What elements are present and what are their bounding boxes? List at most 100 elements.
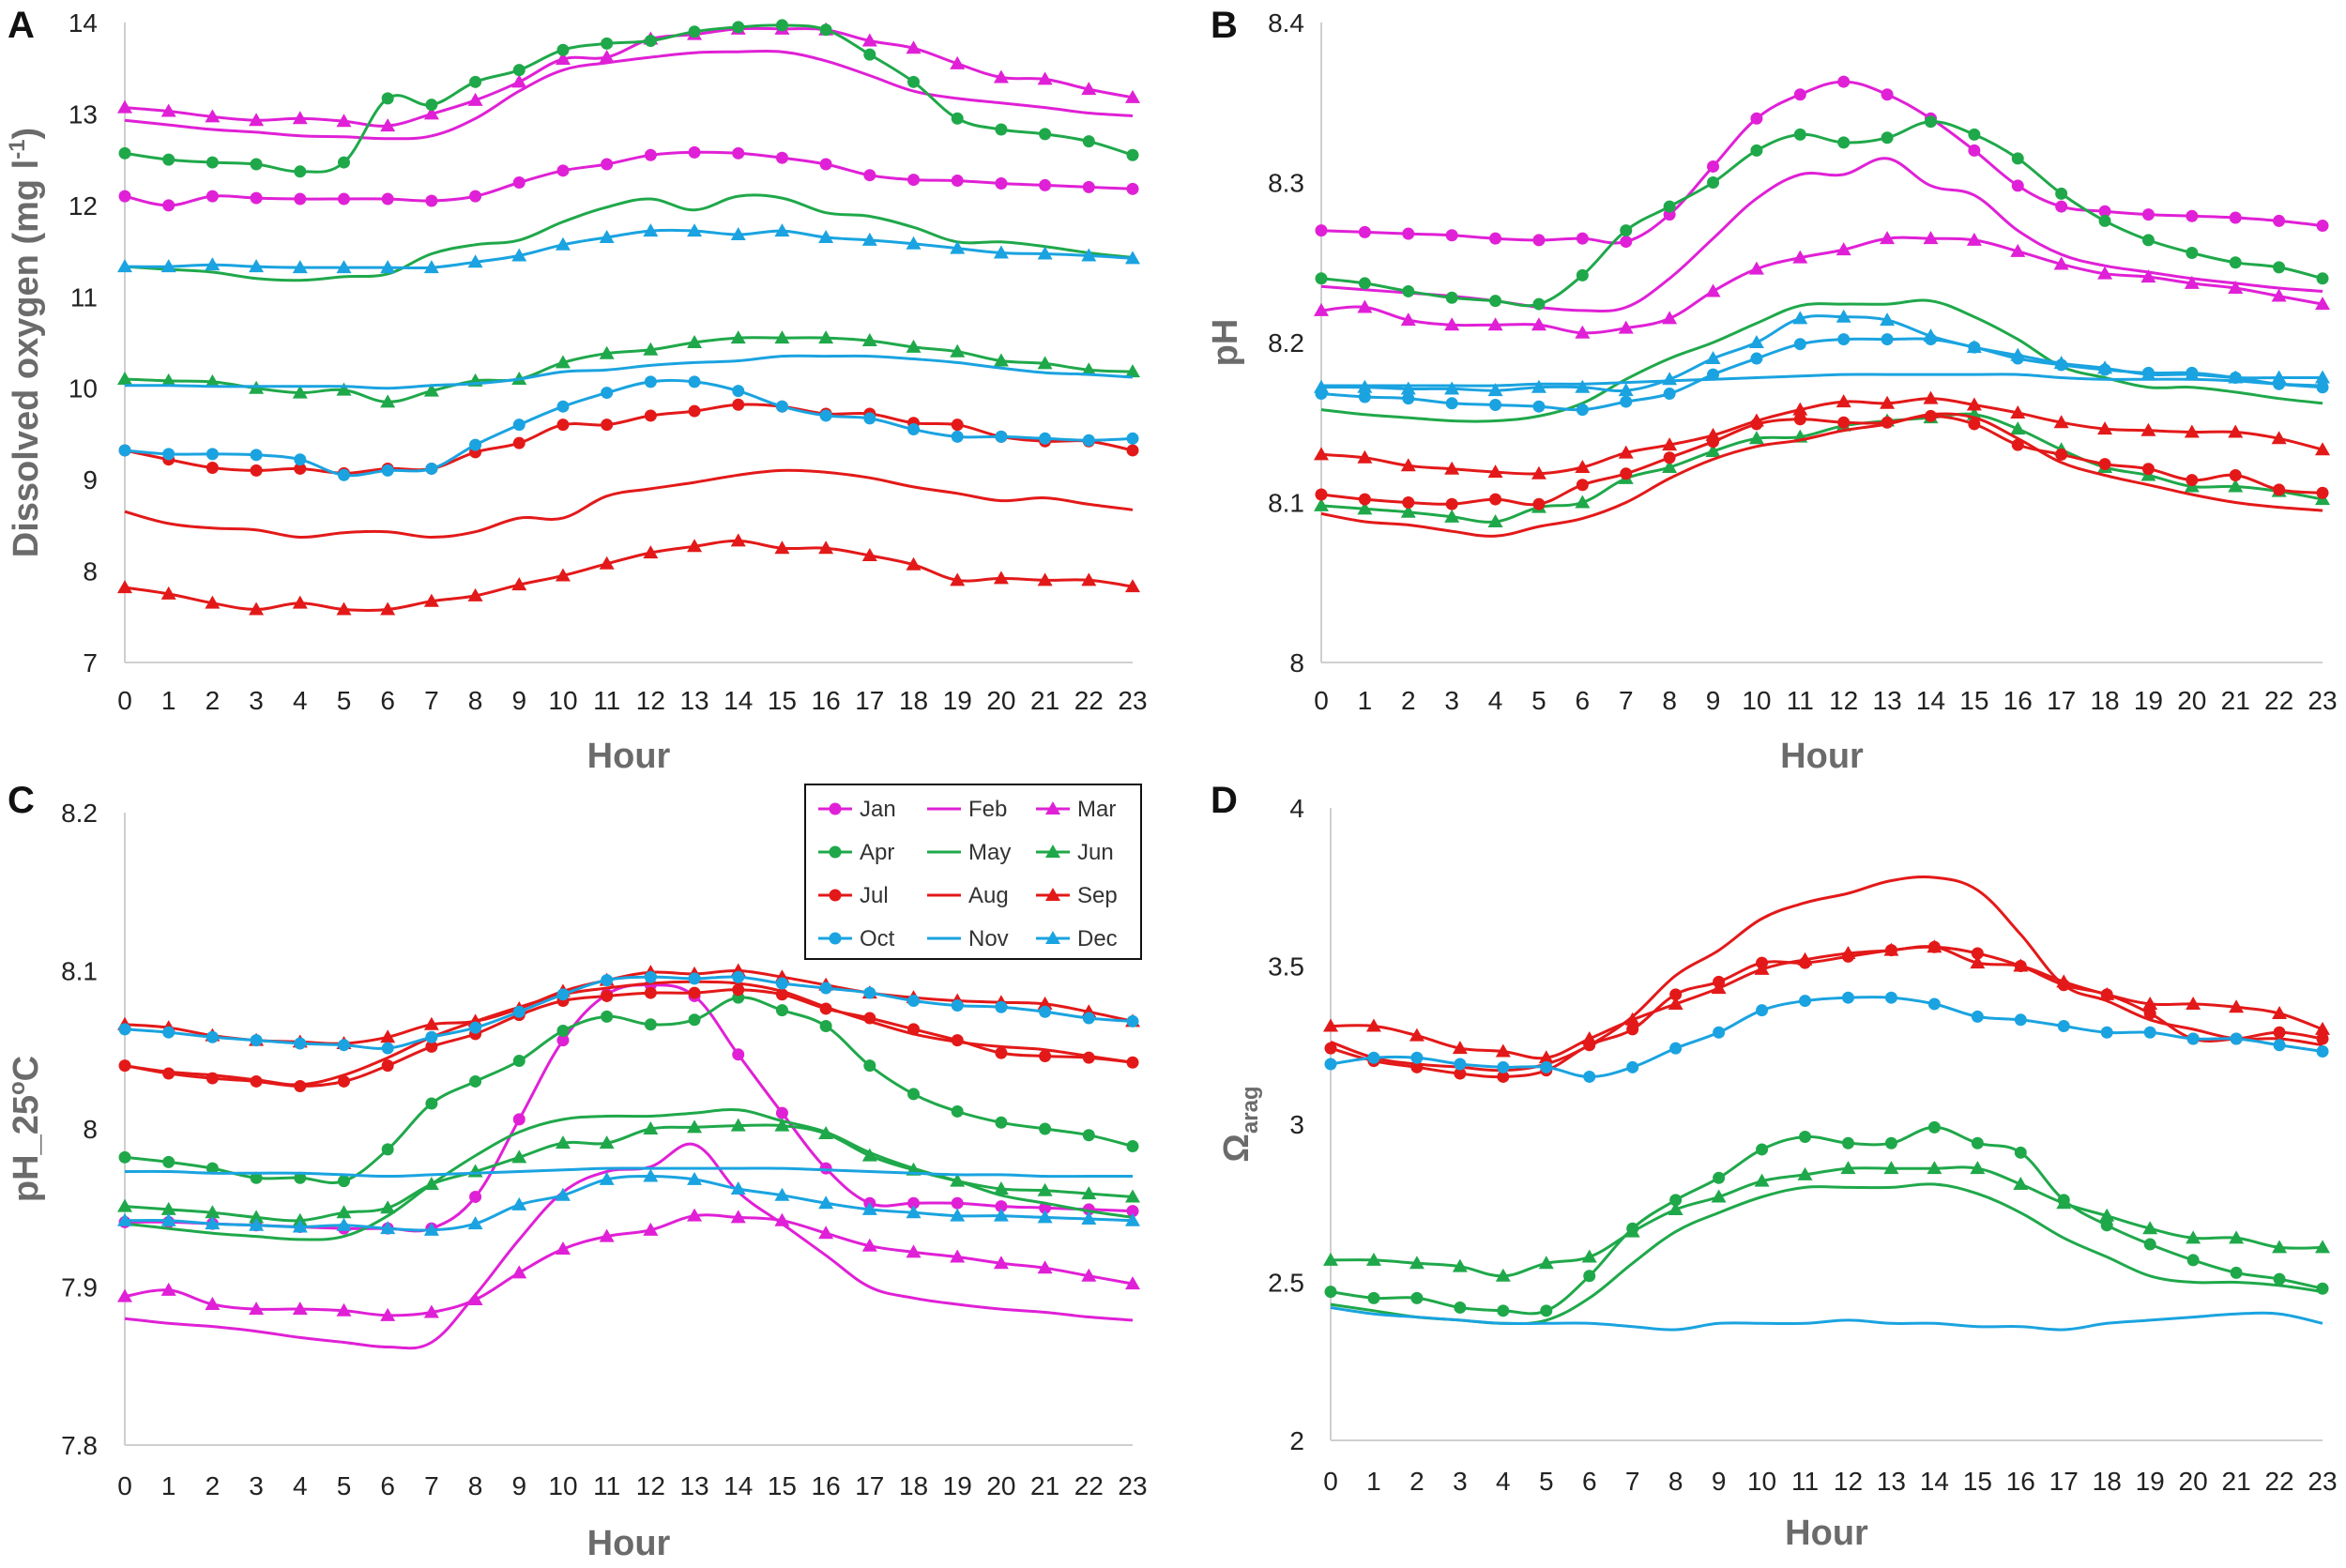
data-point-oct bbox=[337, 1039, 350, 1052]
data-point-mar bbox=[818, 1225, 834, 1240]
y-tick-label: 8 bbox=[1289, 648, 1304, 677]
data-point-dec bbox=[2315, 370, 2330, 384]
data-point-mar bbox=[160, 103, 176, 117]
y-axis-title: Dissolved oxygen (mg l-1) bbox=[5, 128, 46, 557]
x-tick-label: 1 bbox=[161, 686, 176, 715]
x-tick-label: 13 bbox=[679, 1471, 708, 1500]
data-point-sep bbox=[1125, 579, 1140, 593]
data-point-oct bbox=[2186, 1032, 2200, 1045]
x-tick-label: 17 bbox=[855, 1471, 884, 1500]
series-line-nov bbox=[124, 1166, 1133, 1179]
data-point-mar bbox=[950, 1249, 966, 1263]
data-point-jul bbox=[206, 461, 219, 474]
data-point-apr bbox=[250, 158, 263, 171]
data-point-jul bbox=[1532, 497, 1546, 510]
data-point-jun bbox=[249, 1210, 265, 1224]
data-point-jul bbox=[951, 419, 964, 432]
data-point-oct bbox=[512, 1005, 526, 1018]
data-point-sep bbox=[2228, 424, 2244, 438]
legend-item-sep: Sep bbox=[1036, 883, 1118, 908]
data-point-apr bbox=[381, 92, 394, 105]
data-point-sep bbox=[1754, 961, 1770, 975]
data-point-mar bbox=[117, 1288, 132, 1302]
data-point-apr bbox=[907, 75, 921, 88]
data-point-jul bbox=[1039, 1049, 1052, 1062]
x-tick-label: 3 bbox=[249, 686, 264, 715]
data-point-jan bbox=[995, 1200, 1008, 1213]
data-point-oct bbox=[162, 448, 175, 461]
data-point-jan bbox=[1489, 232, 1502, 245]
data-point-jun bbox=[380, 1200, 396, 1214]
x-tick-label: 2 bbox=[206, 1471, 221, 1500]
data-point-jul bbox=[995, 1046, 1008, 1059]
data-point-apr bbox=[863, 48, 876, 61]
data-point-oct bbox=[951, 999, 964, 1012]
data-point-mar bbox=[2184, 275, 2200, 289]
series-may bbox=[1320, 298, 2323, 423]
data-point-mar bbox=[2053, 256, 2069, 270]
data-point-dec bbox=[336, 1217, 352, 1231]
data-point-jun bbox=[555, 1135, 571, 1149]
x-tick-label: 6 bbox=[1582, 1467, 1597, 1496]
data-point-jan bbox=[1707, 160, 1720, 173]
data-point-oct bbox=[1082, 434, 1095, 447]
data-point-sep bbox=[1792, 402, 1808, 416]
data-point-dec bbox=[205, 1216, 221, 1230]
data-point-mar bbox=[1125, 89, 1140, 103]
x-tick-label: 0 bbox=[117, 1471, 132, 1500]
data-point-sep bbox=[1495, 1043, 1511, 1058]
data-point-apr bbox=[819, 23, 832, 37]
data-point-dec bbox=[774, 1187, 790, 1201]
data-point-jun bbox=[2099, 1208, 2115, 1222]
data-point-jun bbox=[1970, 1161, 1986, 1175]
data-point-dec bbox=[511, 248, 527, 262]
x-tick-label: 6 bbox=[380, 1471, 395, 1500]
data-point-jan bbox=[2229, 211, 2242, 224]
x-tick-label: 23 bbox=[1118, 1471, 1147, 1500]
data-point-sep bbox=[1923, 390, 1939, 404]
data-point-jan bbox=[1082, 180, 1095, 193]
x-tick-label: 11 bbox=[1787, 686, 1814, 715]
data-point-dec bbox=[1792, 311, 1808, 325]
data-point-mar bbox=[2228, 281, 2244, 295]
legend-item-apr: Apr bbox=[818, 840, 894, 865]
x-tick-label: 13 bbox=[1877, 1467, 1906, 1496]
data-point-sep bbox=[1314, 447, 1329, 461]
data-point-mar bbox=[1880, 231, 1896, 245]
data-point-oct bbox=[1927, 997, 1941, 1011]
series-apr bbox=[118, 991, 1139, 1188]
data-point-oct bbox=[1663, 388, 1676, 401]
data-point-oct bbox=[688, 375, 701, 388]
data-point-sep bbox=[1668, 996, 1683, 1010]
x-tick-label: 2 bbox=[206, 686, 221, 715]
data-point-mar bbox=[380, 1307, 396, 1321]
data-point-sep bbox=[1836, 394, 1851, 408]
data-point-jun bbox=[1581, 1249, 1597, 1263]
data-point-jan bbox=[1881, 88, 1894, 101]
x-tick-label: 12 bbox=[636, 1471, 665, 1500]
legend-label: Jul bbox=[860, 883, 889, 908]
data-point-oct bbox=[1756, 1004, 1769, 1017]
data-point-sep bbox=[1748, 413, 1764, 427]
series-nov bbox=[124, 354, 1134, 390]
data-point-apr bbox=[556, 43, 570, 56]
data-point-jan bbox=[2098, 205, 2111, 218]
data-point-jan bbox=[775, 1106, 788, 1119]
data-point-dec bbox=[1748, 335, 1764, 348]
legend-label: Mar bbox=[1077, 797, 1116, 822]
x-tick-label: 17 bbox=[855, 686, 884, 715]
x-tick-label: 8 bbox=[1662, 686, 1677, 715]
data-point-dec bbox=[1314, 379, 1329, 393]
data-point-mar bbox=[1081, 1268, 1097, 1282]
data-point-jun bbox=[774, 1118, 790, 1132]
data-point-oct bbox=[1358, 390, 1371, 403]
data-point-jan bbox=[2273, 214, 2286, 227]
data-point-jun bbox=[423, 1176, 439, 1190]
x-tick-label: 16 bbox=[2003, 686, 2033, 715]
series-line-may bbox=[1320, 298, 2323, 423]
data-point-sep bbox=[2229, 999, 2245, 1013]
x-tick-label: 19 bbox=[2134, 686, 2163, 715]
x-tick-label: 18 bbox=[899, 1471, 928, 1500]
data-point-jun bbox=[1409, 1256, 1424, 1270]
data-point-apr bbox=[1576, 268, 1589, 282]
